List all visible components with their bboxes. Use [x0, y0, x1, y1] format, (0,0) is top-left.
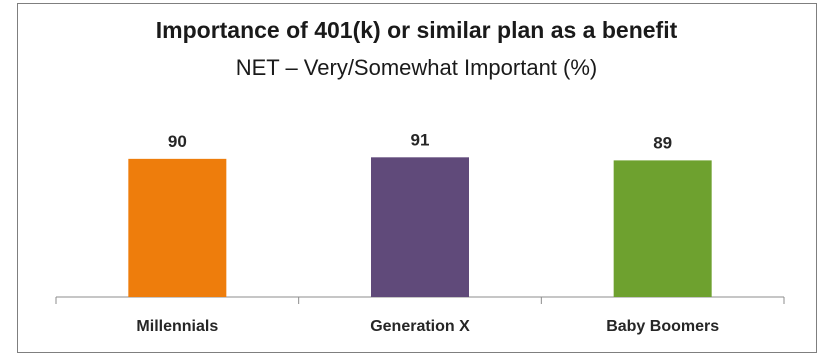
bar-baby-boomers: [613, 160, 712, 297]
bar-generation-x: [371, 157, 469, 297]
category-label: Generation X: [370, 318, 470, 335]
bar-millennials: [128, 158, 227, 297]
data-label: 90: [168, 132, 187, 151]
bars-group: [128, 157, 712, 297]
x-axis-ticks: [55, 297, 785, 304]
data-labels-group: 90 91 89: [168, 130, 672, 152]
category-label: Millennials: [136, 318, 218, 335]
category-label: Baby Boomers: [606, 318, 719, 335]
data-label: 89: [653, 133, 672, 152]
data-label: 91: [411, 130, 430, 149]
chart-title: Importance of 401(k) or similar plan as …: [155, 17, 678, 43]
category-labels-group: Millennials Generation X Baby Boomers: [136, 318, 719, 335]
chart-subtitle: NET – Very/Somewhat Important (%): [235, 55, 598, 80]
